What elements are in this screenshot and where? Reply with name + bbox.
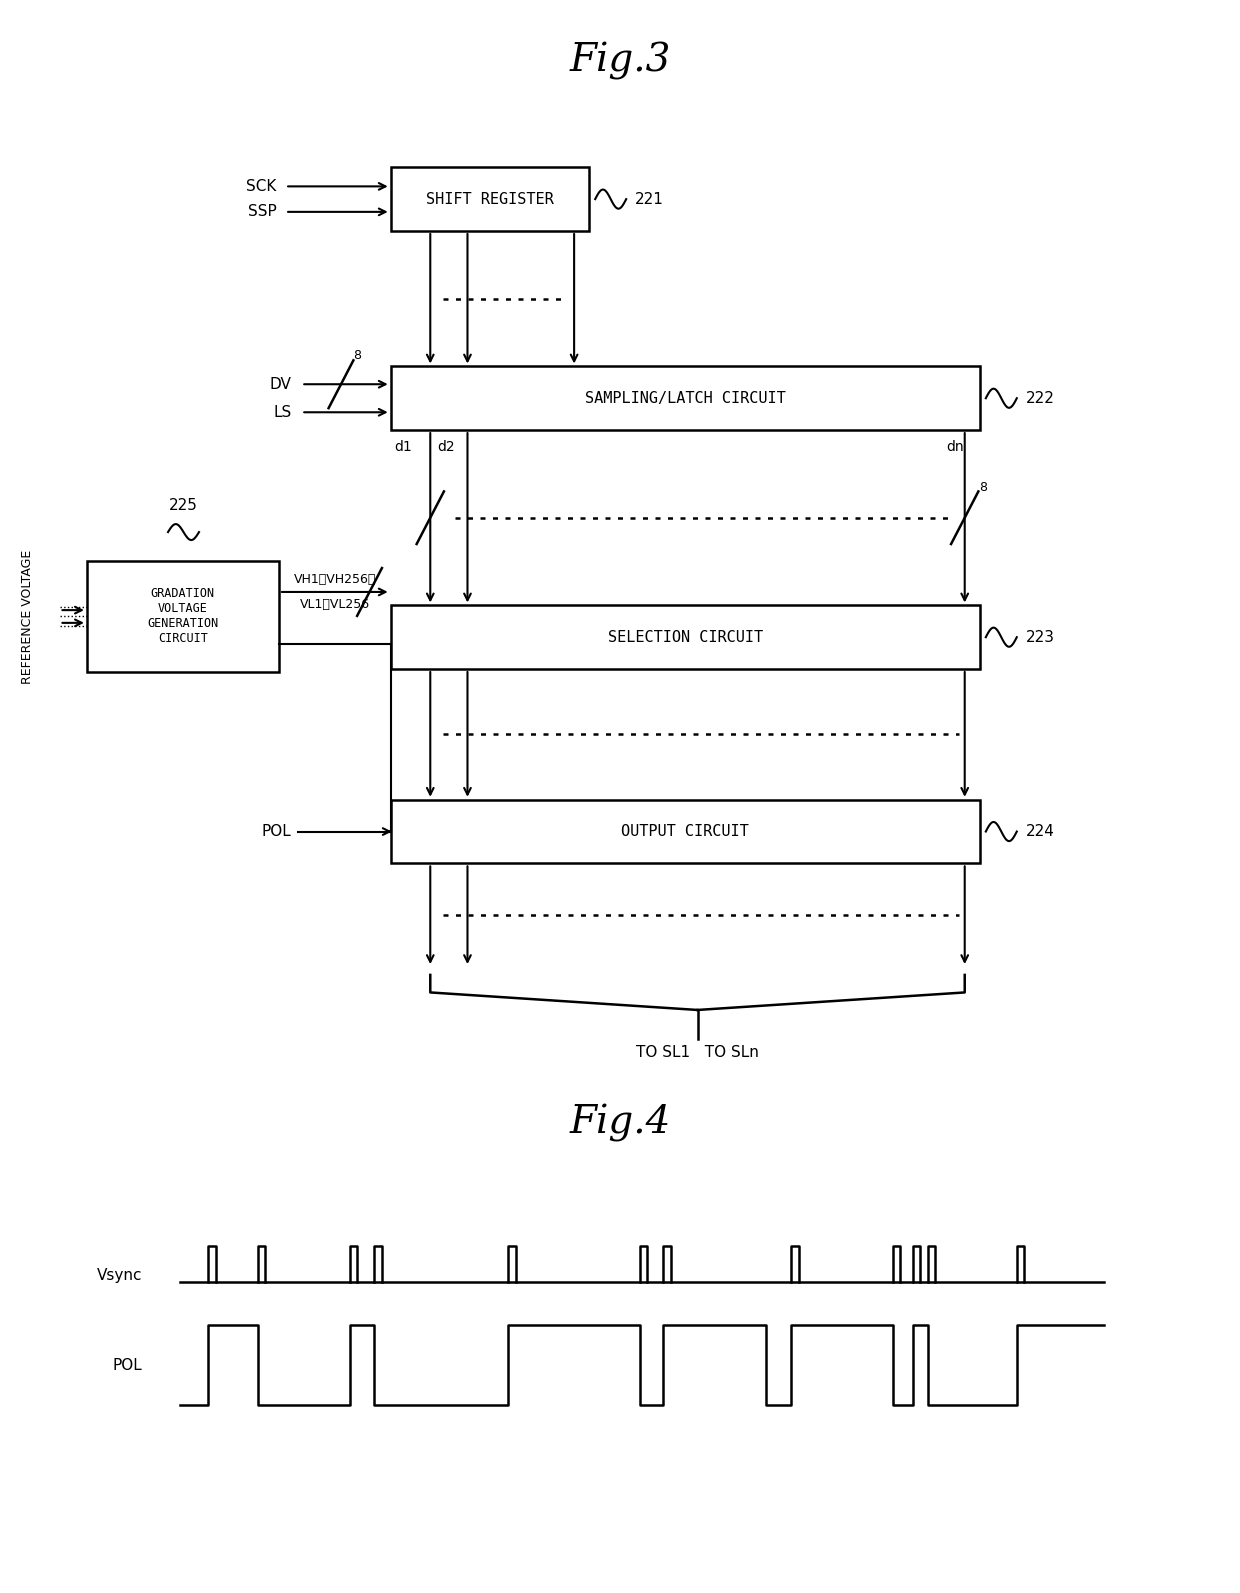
Bar xyxy=(391,366,980,430)
Text: VH1～VH256、: VH1～VH256、 xyxy=(294,572,376,586)
Text: REFERENCE VOLTAGE: REFERENCE VOLTAGE xyxy=(21,550,33,683)
Bar xyxy=(391,605,980,669)
Text: 8: 8 xyxy=(353,349,361,362)
Text: OUTPUT CIRCUIT: OUTPUT CIRCUIT xyxy=(621,824,749,840)
Text: SCK: SCK xyxy=(247,178,277,194)
Bar xyxy=(87,561,279,672)
Text: Fig.4: Fig.4 xyxy=(569,1104,671,1142)
Text: SHIFT REGISTER: SHIFT REGISTER xyxy=(425,191,554,207)
Bar xyxy=(391,167,589,231)
Text: SAMPLING/LATCH CIRCUIT: SAMPLING/LATCH CIRCUIT xyxy=(585,390,785,406)
Text: SELECTION CIRCUIT: SELECTION CIRCUIT xyxy=(608,629,763,645)
Text: TO SL1   TO SLn: TO SL1 TO SLn xyxy=(636,1045,759,1059)
Text: 224: 224 xyxy=(1025,824,1054,840)
Text: GRADATION
VOLTAGE
GENERATION
CIRCUIT: GRADATION VOLTAGE GENERATION CIRCUIT xyxy=(148,588,218,645)
Text: LS: LS xyxy=(273,405,291,421)
Text: 8: 8 xyxy=(980,481,987,494)
Text: VL1～VL256: VL1～VL256 xyxy=(300,599,370,612)
Text: Fig.3: Fig.3 xyxy=(569,41,671,80)
Text: SSP: SSP xyxy=(248,204,277,220)
Text: DV: DV xyxy=(269,376,291,392)
Text: 223: 223 xyxy=(1025,629,1054,645)
Text: 225: 225 xyxy=(169,499,197,513)
Text: d1: d1 xyxy=(394,440,412,454)
Text: 221: 221 xyxy=(635,191,663,207)
Text: POL: POL xyxy=(262,824,291,840)
Text: d2: d2 xyxy=(438,440,455,454)
Bar xyxy=(391,800,980,863)
Text: 222: 222 xyxy=(1025,390,1054,406)
Text: dn: dn xyxy=(946,440,963,454)
Text: Vsync: Vsync xyxy=(97,1268,143,1284)
Text: POL: POL xyxy=(113,1357,143,1373)
